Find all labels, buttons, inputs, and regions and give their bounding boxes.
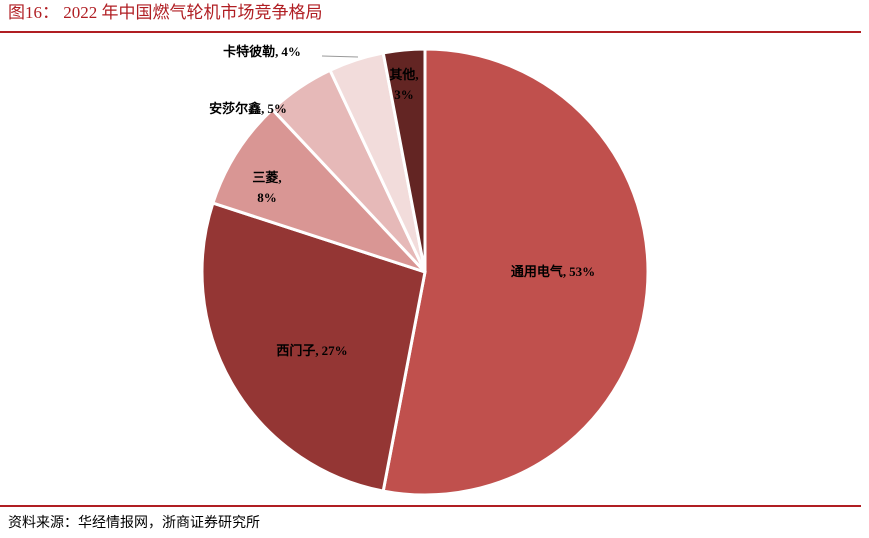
label-name: 卡特彼勒, [223, 44, 278, 59]
pie-slice [381, 47, 427, 273]
label-value: 4% [281, 44, 301, 59]
label-value: 3% [394, 87, 414, 102]
label-name: 安莎尔鑫, [209, 101, 264, 116]
label-name: 通用电气, [511, 264, 566, 279]
label-value: 8% [257, 190, 277, 205]
data-label: 西门子, 27% [276, 343, 347, 358]
leader-line [321, 55, 359, 58]
source-note: 资料来源：华经情报网，浙商证券研究所 [8, 515, 260, 531]
data-label: 安莎尔鑫, 5% [209, 101, 287, 116]
data-label: 通用电气, 53% [511, 264, 595, 279]
label-name: 其他, [389, 67, 418, 82]
pie-slice [211, 107, 427, 274]
label-value: 5% [267, 101, 287, 116]
label-value: 53% [569, 264, 595, 279]
data-label: 卡特彼勒, 4% [223, 44, 301, 59]
data-label: 三菱, 8% [252, 170, 281, 205]
label-name: 三菱, [252, 170, 281, 185]
pie-slice [200, 201, 427, 493]
pie-slice [381, 47, 650, 497]
chart-title: 图16： 2022 年中国燃气轮机市场竞争格局 [8, 3, 323, 22]
label-name: 西门子, [276, 343, 318, 358]
label-value: 27% [322, 343, 348, 358]
data-label: 其他, 3% [389, 67, 418, 102]
